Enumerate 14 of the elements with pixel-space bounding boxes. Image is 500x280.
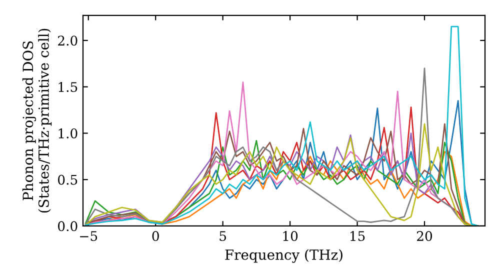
line-series — [84, 26, 479, 226]
x-tick-label: 20 — [417, 231, 432, 242]
x-tick-label: 15 — [350, 231, 365, 242]
x-tick-label: 10 — [283, 231, 298, 242]
y-tick-label: 2.0 — [58, 36, 78, 46]
x-tick-label: 0 — [152, 231, 159, 242]
y-tick-label: 0.0 — [58, 221, 78, 232]
x-axis-title: Frequency (THz) — [225, 249, 342, 263]
y-tick-label: 0.5 — [58, 174, 78, 185]
x-tick-label: −5 — [80, 231, 98, 242]
y-tick-label: 1.5 — [58, 82, 78, 92]
y-tick-label: 1.0 — [58, 128, 78, 138]
y-axis-title: Phonon projected DOS (States/THz·primitive cell) — [22, 28, 52, 213]
x-tick-label: 5 — [220, 231, 226, 242]
